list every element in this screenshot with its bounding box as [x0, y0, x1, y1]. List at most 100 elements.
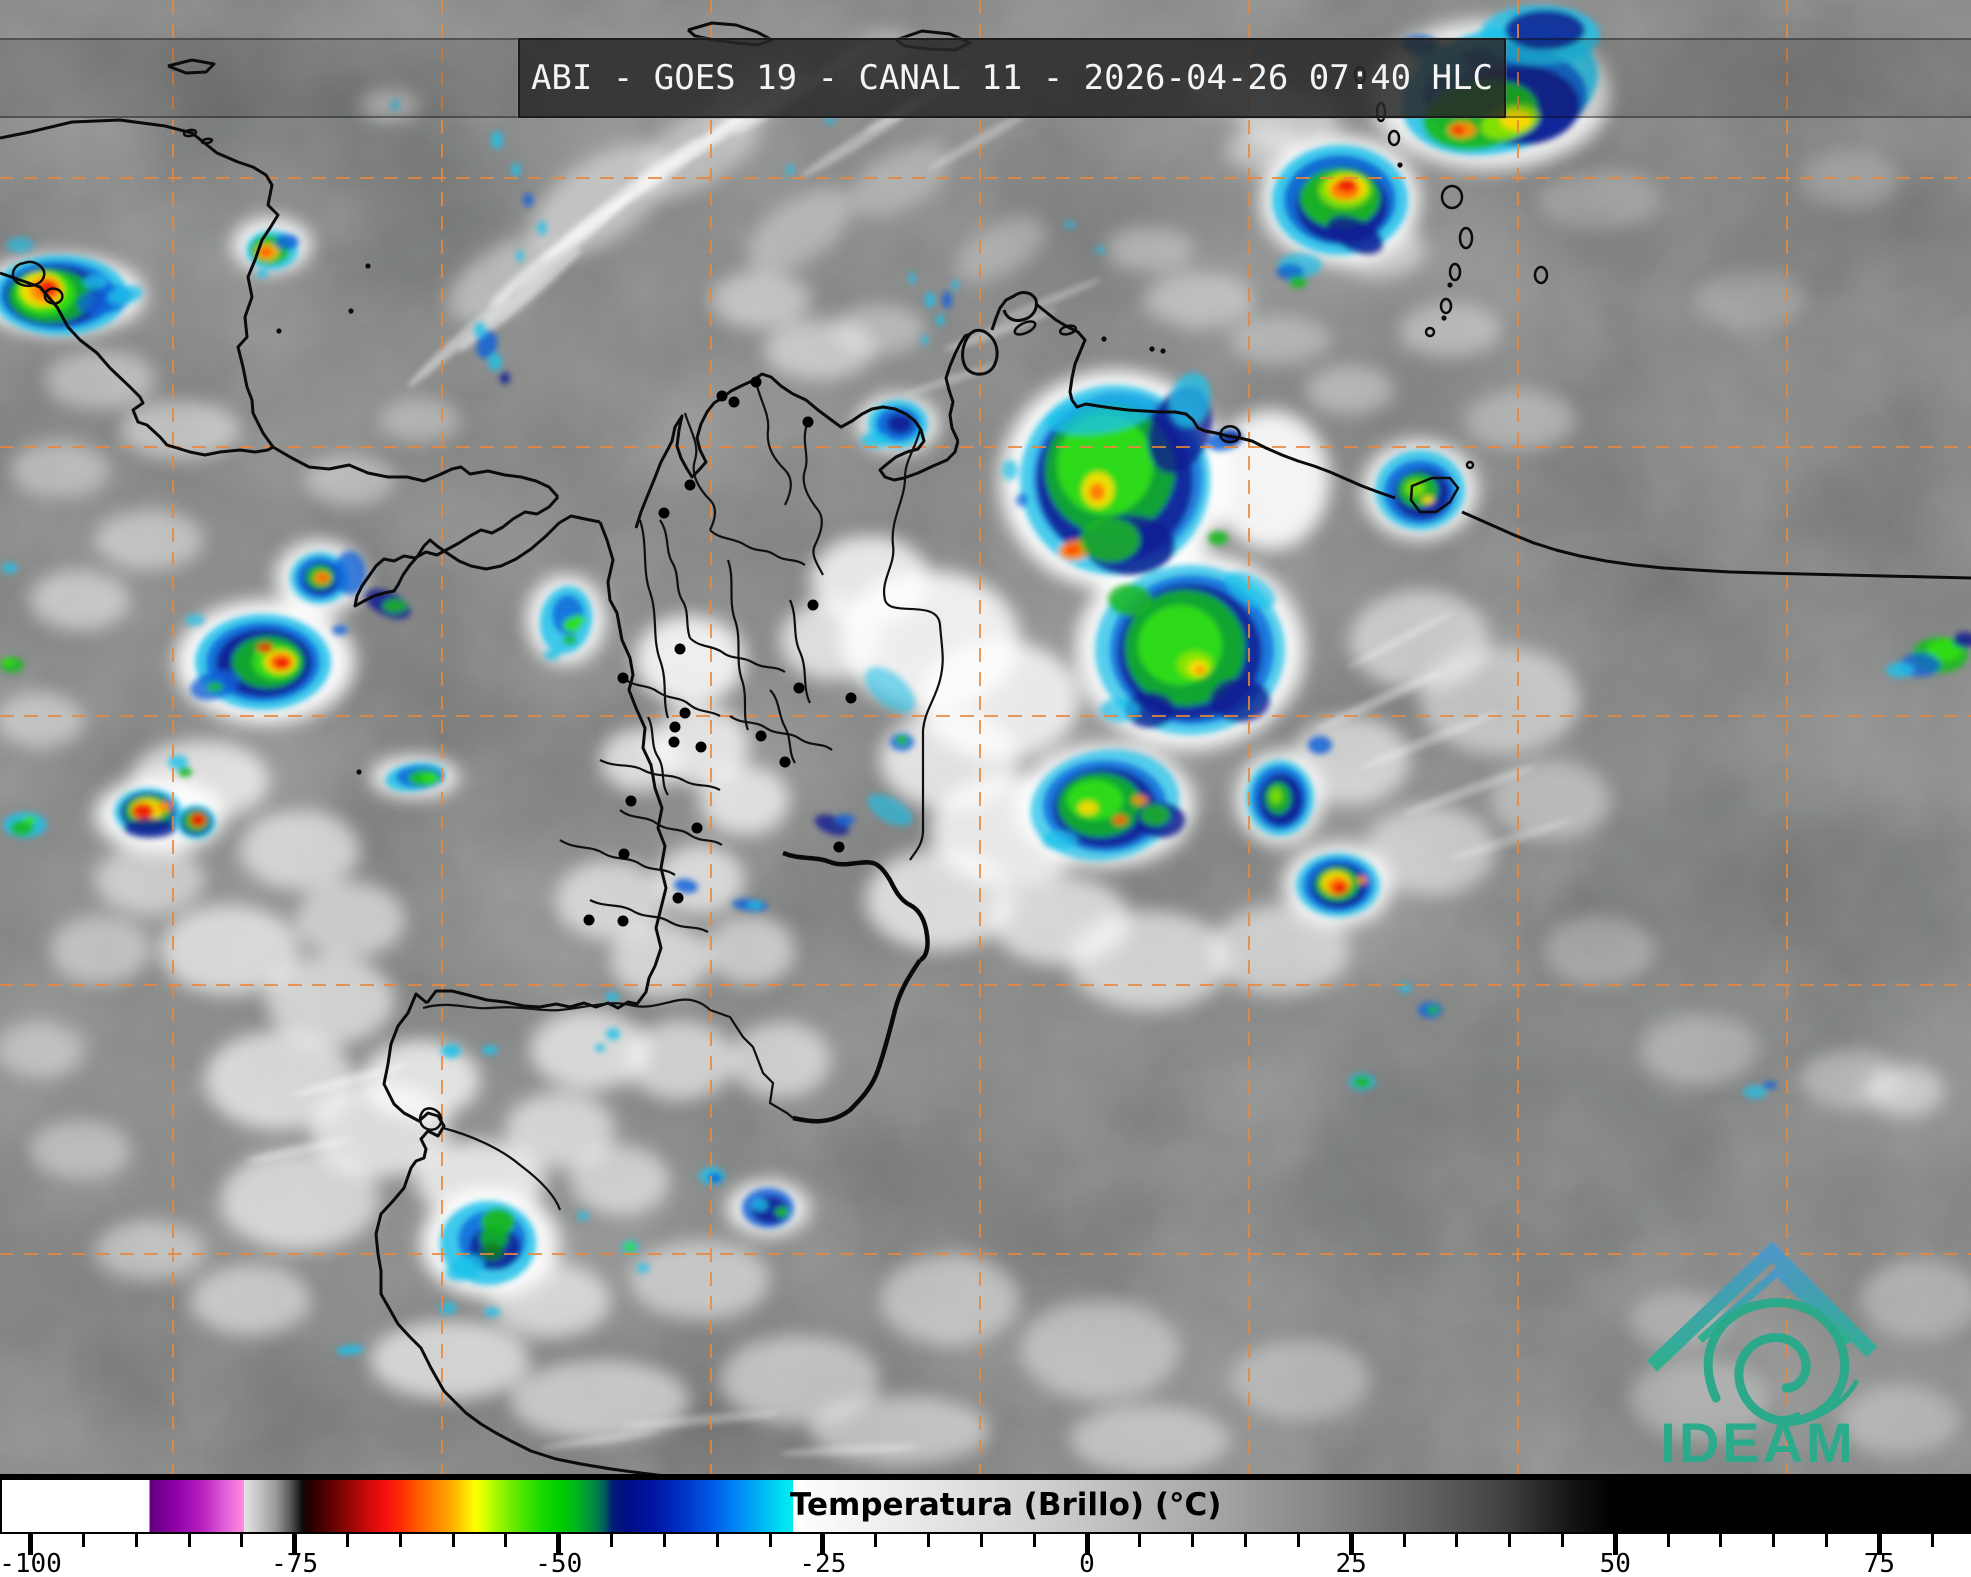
border-path	[683, 412, 716, 531]
city-dot	[779, 756, 791, 768]
tick-label: 50	[1599, 1549, 1631, 1577]
border-path	[619, 809, 723, 846]
minor-tick	[398, 1534, 402, 1547]
coastline-path	[272, 445, 560, 499]
minor-tick	[134, 1534, 138, 1547]
island-outline	[182, 128, 198, 138]
title-text: ABI - GOES 19 - CANAL 11 - 2026-04-26 07…	[530, 58, 1494, 98]
island-outline	[1219, 425, 1241, 444]
coastline-path	[374, 992, 662, 1474]
islet-dot	[1160, 348, 1166, 354]
lake-outline	[418, 1107, 443, 1131]
tick-label: -25	[799, 1549, 847, 1577]
city-dot	[583, 914, 595, 926]
islet-dot	[348, 308, 354, 314]
border-path	[638, 519, 670, 719]
coastline-path	[961, 328, 999, 376]
city-dot	[716, 390, 728, 402]
coastline-path	[0, 118, 280, 448]
tick-label: -50	[535, 1549, 583, 1577]
logo-spiral-leaf	[1754, 1410, 1800, 1421]
border-path	[622, 677, 721, 717]
tick-label: 0	[1079, 1549, 1095, 1577]
city-dot	[728, 396, 740, 408]
city-dot	[755, 730, 767, 742]
major-tick	[556, 1534, 562, 1555]
minor-tick	[240, 1534, 244, 1547]
major-tick	[1876, 1534, 1882, 1555]
border-path	[882, 429, 944, 861]
city-dot	[695, 741, 707, 753]
island-outline	[1409, 476, 1460, 514]
logo-spiral	[1703, 1298, 1850, 1426]
minor-tick	[874, 1534, 878, 1547]
border-path	[709, 529, 806, 566]
island-outline	[1424, 326, 1436, 338]
minor-tick	[662, 1534, 666, 1547]
map-colorbar-divider	[0, 1474, 1971, 1478]
satellite-map	[0, 0, 1971, 1474]
city-dot	[668, 736, 680, 748]
border-path	[709, 1008, 794, 1119]
border-path	[689, 637, 786, 673]
major-tick	[1348, 1534, 1354, 1555]
colorbar-gradient	[0, 1478, 1971, 1534]
border-path	[442, 1126, 562, 1211]
city-dot	[793, 682, 805, 694]
city-dot	[845, 692, 857, 704]
border-path	[754, 381, 792, 506]
minor-tick	[451, 1534, 455, 1547]
islet-dot	[365, 263, 371, 269]
islet-dot	[356, 769, 362, 775]
tick-label: 75	[1863, 1549, 1896, 1577]
border-path	[647, 716, 669, 796]
islet-dot	[1441, 315, 1447, 321]
coastline-path	[990, 291, 1038, 331]
city-dot	[750, 376, 762, 388]
border-path	[729, 715, 833, 751]
minor-tick	[927, 1534, 930, 1547]
admin-borders	[422, 381, 944, 1211]
minor-tick	[715, 1534, 719, 1547]
minor-tick	[504, 1534, 508, 1547]
city-dot	[618, 848, 630, 860]
border-path	[659, 519, 692, 639]
city-dot	[669, 721, 681, 733]
coastlines	[0, 21, 1971, 1474]
border-path	[788, 599, 811, 704]
border-path	[422, 998, 711, 1012]
island-outline	[1013, 320, 1037, 336]
minor-tick	[1825, 1534, 1828, 1547]
logo-wordmark: IDEAM	[1660, 1411, 1855, 1474]
city-dot	[807, 599, 819, 611]
border-path	[802, 421, 824, 576]
city-dot	[691, 822, 703, 834]
lake-outline	[43, 287, 64, 305]
island-outline	[1533, 265, 1549, 285]
city-dot	[674, 643, 686, 655]
major-tick	[1084, 1534, 1090, 1555]
city-dot	[617, 672, 629, 684]
island-outline	[200, 137, 214, 145]
border-path	[726, 559, 750, 731]
colorbar-label: Temperatura (Brillo) (°C)	[790, 1487, 1222, 1523]
minor-tick	[1244, 1534, 1247, 1547]
minor-tick	[1191, 1534, 1195, 1547]
island-outline	[1440, 184, 1464, 210]
minor-tick	[1296, 1534, 1300, 1547]
major-tick	[1612, 1534, 1618, 1555]
lake-outline	[11, 260, 46, 288]
border-path	[769, 689, 796, 764]
island-outline	[1058, 324, 1078, 336]
minor-tick	[979, 1534, 983, 1547]
minor-tick	[346, 1534, 349, 1547]
ideam-logo: IDEAM	[1646, 1241, 1878, 1474]
minor-tick	[768, 1534, 772, 1547]
islet-dot	[1447, 282, 1453, 288]
coastline-path	[0, 271, 274, 457]
major-tick	[820, 1534, 826, 1555]
border-path	[599, 759, 721, 791]
city-dot	[625, 795, 637, 807]
minor-tick	[610, 1534, 614, 1547]
lat-lon-graticule	[0, 0, 1971, 1474]
